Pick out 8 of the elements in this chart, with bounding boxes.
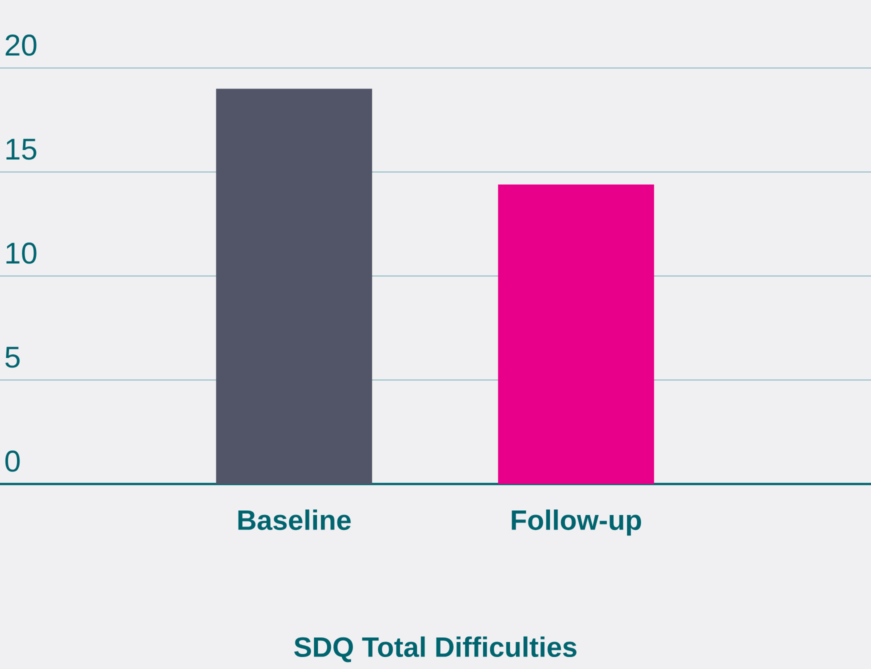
x-axis-title: SDQ Total Difficulties xyxy=(294,636,576,662)
y-tick-label: 20 xyxy=(6,34,36,56)
x-tick-label: Follow-up xyxy=(512,510,642,536)
y-tick-label: 15 xyxy=(6,138,36,160)
y-tick-label: 10 xyxy=(6,242,36,264)
x-tick-label: Baseline xyxy=(238,510,351,530)
y-tick-label: 0 xyxy=(5,450,20,472)
y-tick-label: 5 xyxy=(5,346,20,368)
